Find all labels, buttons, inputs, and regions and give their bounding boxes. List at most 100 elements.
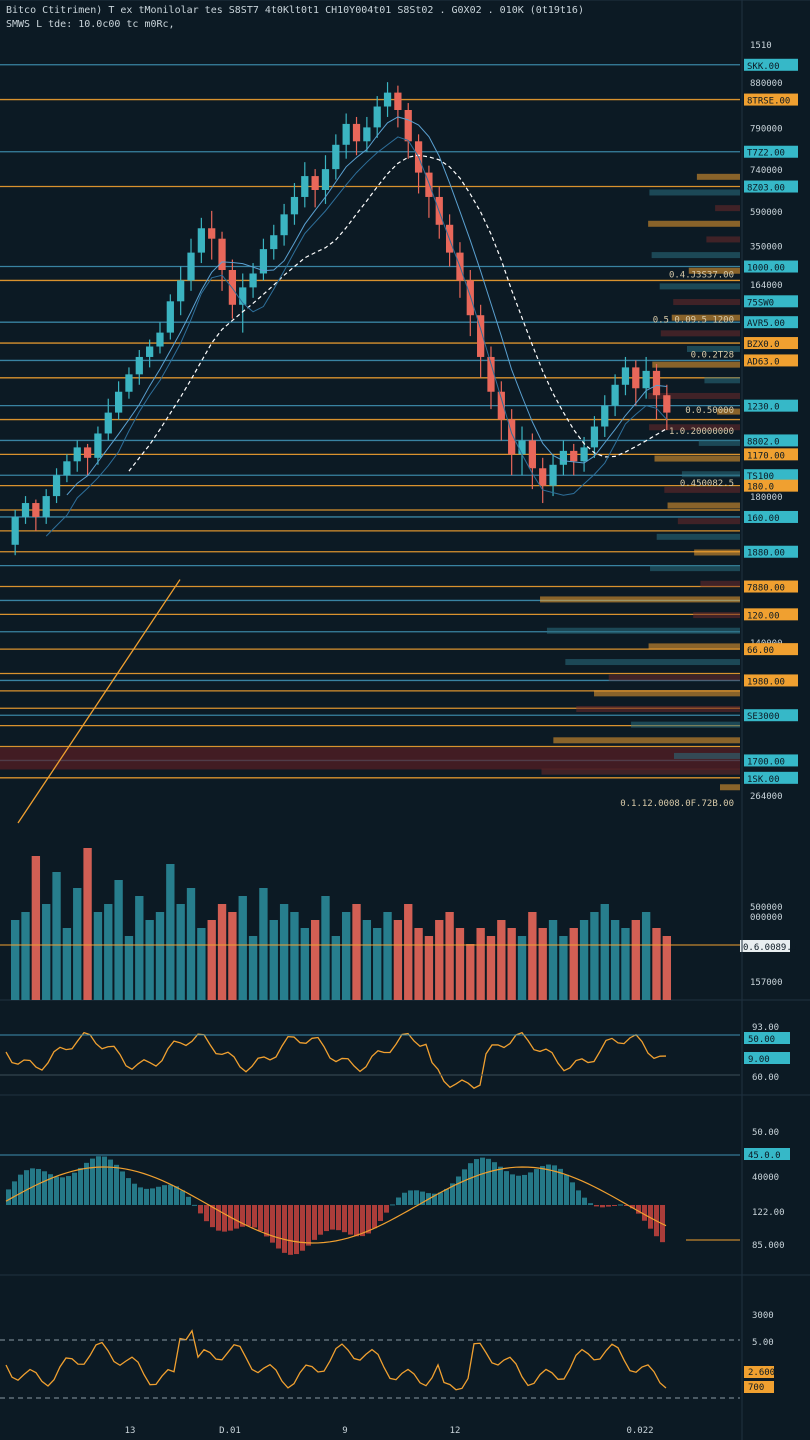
candle-body-31 [332, 144, 340, 170]
price-tag-label-10: 8802.0 [747, 437, 780, 447]
volume-bar-3 [42, 904, 51, 1000]
macd-histogram-bar-16 [102, 1156, 107, 1205]
volume-bar-29 [310, 920, 320, 1000]
macd-histogram-bar-68 [414, 1190, 419, 1205]
volume-bar-5 [62, 928, 72, 1000]
candle-body-14 [156, 332, 164, 347]
macd-histogram-bar-39 [240, 1205, 245, 1227]
volume-profile-bar-8 [565, 659, 740, 666]
macd-histogram-bar-83 [504, 1171, 509, 1205]
volume-bar-32 [342, 912, 351, 1000]
macd-histogram-bar-30 [186, 1196, 191, 1205]
volume-profile-bar-20 [681, 471, 740, 478]
volume-bar-1 [21, 912, 30, 1000]
macd-axis-label-0: 50.00 [752, 1128, 779, 1138]
macd-histogram-bar-55 [336, 1205, 341, 1231]
price-tag-label-20: SE3000 [747, 712, 780, 722]
volume-bar-9 [104, 904, 113, 1000]
candle-body-60 [632, 367, 640, 389]
volume-profile-bar-15 [694, 549, 740, 556]
volume-bar-50 [528, 912, 537, 1000]
macd-histogram-bar-38 [234, 1205, 239, 1229]
macd-histogram-bar-10 [66, 1176, 71, 1205]
volume-bar-46 [486, 936, 496, 1000]
candle-body-22 [239, 287, 247, 305]
price-tag-box-10 [744, 434, 798, 447]
macd-histogram-bar-98 [594, 1205, 599, 1207]
volume-profile-bar-29 [660, 330, 740, 337]
macd-histogram-bar-51 [312, 1205, 317, 1240]
candle-body-12 [135, 356, 143, 375]
price-tag-label-9: 1230.0 [747, 403, 780, 413]
macd-histogram-bar-86 [522, 1174, 527, 1205]
candle-body-17 [187, 252, 195, 281]
candle-body-1 [21, 503, 30, 517]
macd-histogram-bar-54 [330, 1205, 335, 1230]
volume-profile-bar-22 [698, 439, 740, 446]
macd-histogram-bar-8 [54, 1176, 59, 1205]
macd-histogram-bar-99 [600, 1205, 605, 1208]
price-tag-box-12 [744, 469, 798, 482]
candle-body-34 [363, 127, 371, 142]
candle-body-23 [249, 273, 257, 288]
macd-histogram-bar-88 [534, 1169, 539, 1205]
price-tag-label-11: 1170.00 [747, 451, 785, 461]
volume-profile-bar-26 [704, 377, 740, 384]
volume-bar-37 [393, 920, 403, 1000]
price-axis-label-9: 264000 [750, 792, 783, 802]
volume-bar-55 [579, 920, 589, 1000]
macd-histogram-bar-33 [204, 1205, 209, 1222]
price-tag-box-15 [744, 545, 798, 558]
macd-histogram-bar-41 [252, 1205, 257, 1228]
macd-histogram-bar-71 [432, 1193, 437, 1205]
macd-histogram-bar-11 [72, 1172, 77, 1205]
candle-body-45 [477, 315, 485, 357]
volume-bar-8 [93, 912, 103, 1000]
macd-histogram-bar-93 [564, 1174, 569, 1205]
candle-body-40 [425, 172, 433, 197]
macd-histogram-bar-1 [12, 1181, 17, 1205]
candle-body-59 [621, 367, 630, 385]
price-tag-label-3: 8Z03.00 [747, 184, 785, 194]
volume-bar-38 [404, 904, 413, 1000]
volume-profile-bar-32 [659, 283, 740, 290]
macd-axis-label-2: 122.00 [752, 1208, 785, 1218]
price-tag-label-19: 1980.00 [747, 677, 785, 687]
volume-bar-54 [569, 928, 578, 1000]
macd-histogram-bar-23 [144, 1188, 149, 1205]
moving-average-fast [66, 116, 667, 496]
price-tag-box-19 [744, 674, 798, 687]
macd-histogram-bar-12 [78, 1167, 83, 1205]
macd-histogram-bar-105 [636, 1205, 641, 1214]
price-tag-box-3 [744, 180, 798, 193]
volume-bar-24 [259, 888, 268, 1000]
volume-bar-27 [290, 912, 299, 1000]
candle-body-16 [177, 280, 185, 302]
oscillator-1-tag-box-0 [744, 1032, 790, 1044]
volume-bar-23 [248, 936, 258, 1000]
price-tag-box-11 [744, 448, 798, 461]
macd-histogram-bar-78 [474, 1159, 479, 1205]
macd-histogram-bar-44 [270, 1205, 275, 1243]
candle-body-54 [570, 450, 578, 462]
volume-profile-bar-12 [540, 596, 740, 603]
volume-bar-11 [124, 936, 134, 1000]
oscillator-2-tag-box-3 [744, 1381, 774, 1393]
macd-histogram-bar-87 [528, 1172, 533, 1205]
volume-profile-bar-28 [687, 346, 740, 352]
candle-body-35 [373, 106, 381, 128]
macd-histogram-bar-95 [576, 1190, 581, 1205]
candle-body-46 [487, 356, 495, 392]
volume-bar-18 [197, 928, 206, 1000]
macd-histogram-bar-62 [378, 1205, 383, 1221]
volume-profile-bar-5 [576, 706, 740, 712]
candle-body-27 [290, 196, 299, 215]
macd-histogram-bar-96 [582, 1197, 587, 1205]
oscillator-1-axis-label-0: 93.00 [752, 1023, 779, 1033]
volume-profile-bar-10 [546, 627, 740, 634]
macd-histogram-bar-60 [366, 1205, 371, 1234]
level-annotation-4: 1.0.20000000 [669, 427, 734, 437]
volume-bar-13 [145, 920, 154, 1000]
volume-profile-bar-30 [671, 314, 740, 321]
